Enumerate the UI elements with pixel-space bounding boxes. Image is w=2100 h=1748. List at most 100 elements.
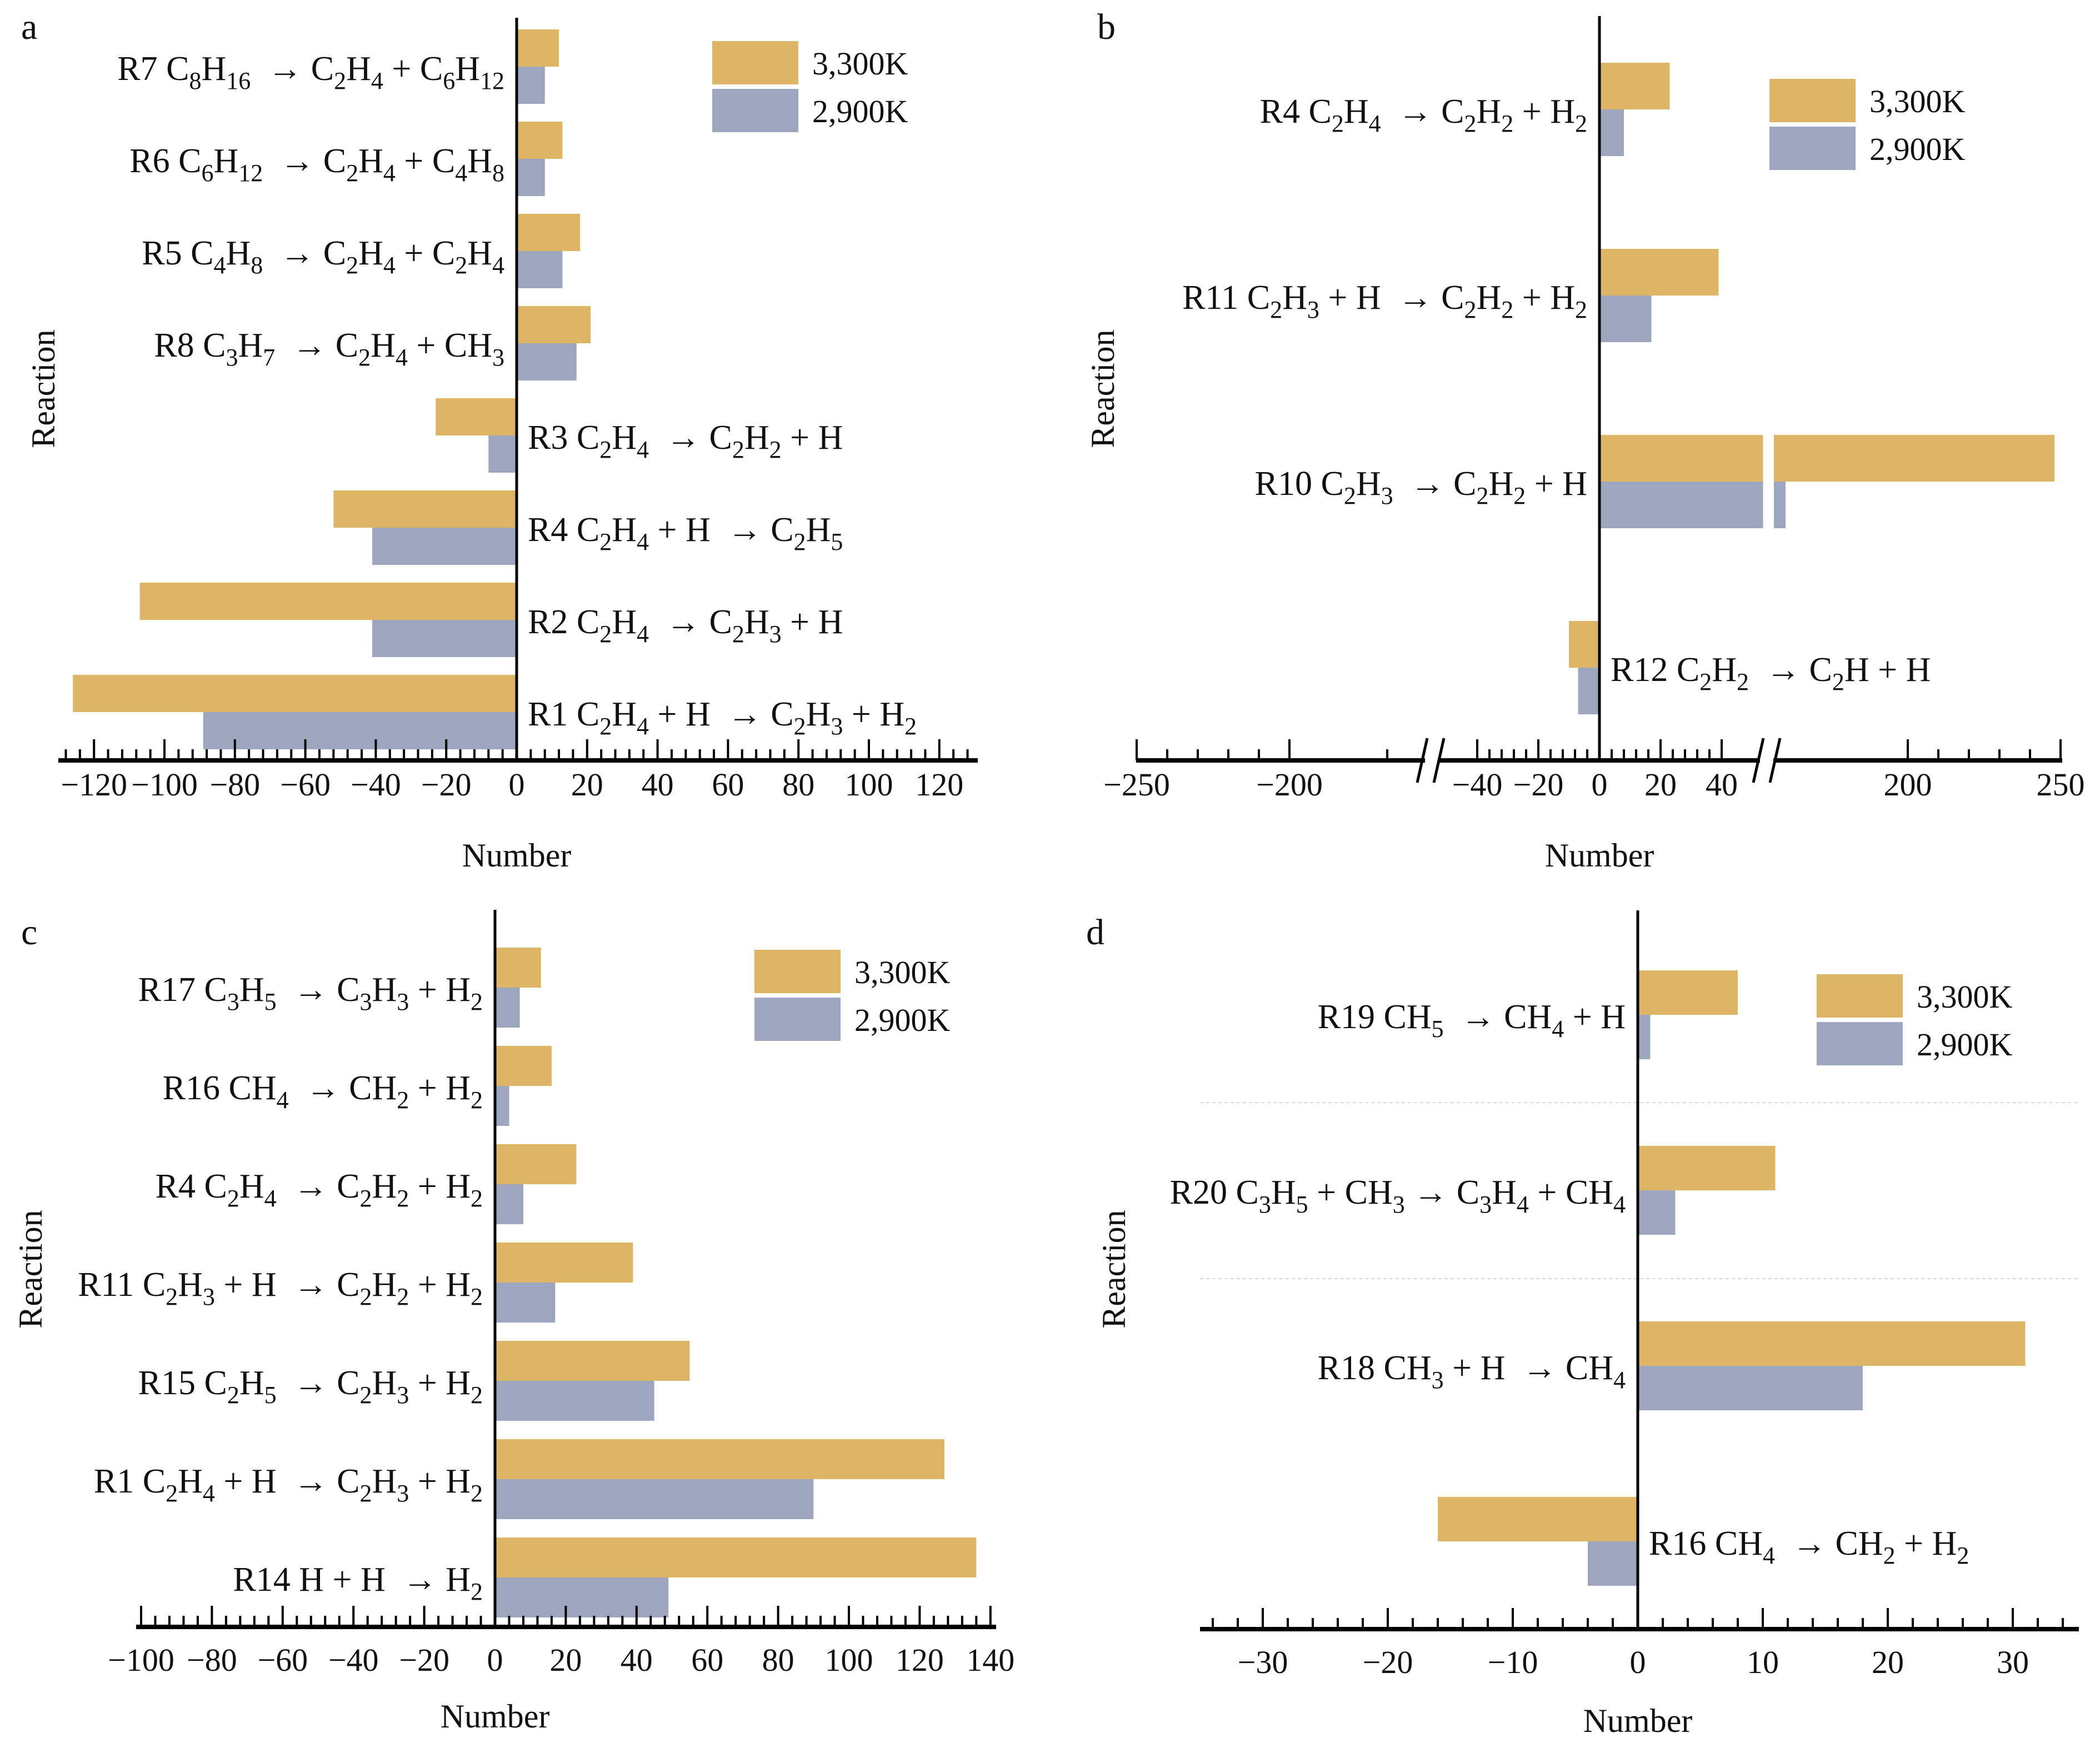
label-text: R2 C xyxy=(528,603,599,641)
label-text: + H xyxy=(1896,1525,1957,1562)
subscript: 2 xyxy=(1737,668,1749,695)
subscript: 12 xyxy=(480,67,504,94)
label-text: H xyxy=(467,234,492,272)
axis-break-mark xyxy=(1768,738,1782,783)
legend-swatch-2900K xyxy=(1769,127,1856,170)
legend-swatch-2900K xyxy=(712,89,798,132)
subscript: 2 xyxy=(1575,296,1587,323)
label-text: → C xyxy=(275,327,358,364)
panel-letter: a xyxy=(21,7,37,47)
label-text: R11 C xyxy=(78,1266,166,1304)
subscript: 2 xyxy=(1699,668,1712,695)
subscript: 4 xyxy=(1552,1015,1564,1043)
x-tick-label: 250 xyxy=(2037,767,2085,803)
subscript: 4 xyxy=(371,67,383,94)
x-tick-label: 80 xyxy=(782,767,814,803)
label-text: H xyxy=(371,327,396,364)
label-text: H xyxy=(612,419,637,457)
subscript: 6 xyxy=(443,67,455,94)
subscript: 4 xyxy=(1517,1191,1529,1218)
subscript: 2 xyxy=(1957,1542,1969,1569)
x-axis-title: Number xyxy=(441,1698,550,1735)
bar-2900K-R5 xyxy=(517,251,563,288)
subscript: 16 xyxy=(226,67,251,94)
subscript: 4 xyxy=(203,1480,215,1507)
label-text: R4 C xyxy=(528,511,599,549)
reaction-label-R12: R12 C2H2 → C2H + H xyxy=(1611,651,1931,695)
subscript: 2 xyxy=(397,1086,409,1114)
label-text: R16 CH xyxy=(163,1069,277,1107)
x-tick-label: −200 xyxy=(1256,767,1323,803)
subscript: 3 xyxy=(226,344,238,371)
reaction-label-R16: R16 CH4 → CH2 + H2 xyxy=(1649,1525,1969,1569)
reaction-label-R15: R15 C2H5 → C2H3 + H2 xyxy=(138,1364,483,1409)
y-axis-title: Reaction xyxy=(1096,1210,1132,1328)
subscript: 4 xyxy=(637,713,649,740)
label-text: H + H xyxy=(1844,651,1931,689)
subscript: 2 xyxy=(346,159,358,187)
x-tick-label: −20 xyxy=(399,1642,449,1678)
label-text: H xyxy=(806,511,831,549)
subscript: 2 xyxy=(359,1185,372,1212)
subscript: 3 xyxy=(227,988,239,1015)
label-text: H xyxy=(744,603,769,641)
legend-swatch-3300K xyxy=(1769,79,1856,122)
subscript: 2 xyxy=(359,1480,372,1507)
label-text: + H → C xyxy=(649,511,794,549)
x-tick-label: −40 xyxy=(328,1642,379,1678)
y-axis-title: Reaction xyxy=(1084,329,1121,448)
subscript: 2 xyxy=(1501,110,1513,137)
subscript: 3 xyxy=(397,1480,409,1507)
legend-label-3300K: 3,300K xyxy=(1917,979,2013,1015)
reaction-label-R19: R19 CH5 → CH4 + H xyxy=(1318,998,1626,1043)
label-text: + H xyxy=(1564,998,1626,1036)
label-text: + H xyxy=(843,695,904,733)
bar-2900K-R8 xyxy=(517,343,577,380)
axis-break-mark xyxy=(1432,738,1446,783)
subscript: 5 xyxy=(831,528,843,555)
subscript: 2 xyxy=(397,1185,409,1212)
panel-letter: d xyxy=(1086,912,1104,953)
label-text: + CH xyxy=(408,327,492,364)
reaction-label-R8: R8 C3H7 → C2H4 + CH3 xyxy=(154,327,504,371)
bar-2900K-R14 xyxy=(495,1577,669,1617)
subscript: 3 xyxy=(397,1381,409,1409)
subscript: 2 xyxy=(166,1480,178,1507)
x-tick-label: −80 xyxy=(187,1642,237,1678)
label-text: R4 C xyxy=(156,1168,227,1205)
label-text: + H xyxy=(1526,465,1587,503)
label-text: R10 C xyxy=(1255,465,1344,503)
label-text: → C xyxy=(263,142,346,180)
label-text: R1 C xyxy=(528,695,599,733)
reaction-label-R14: R14 H + H → H2 xyxy=(233,1561,483,1605)
x-tick-label: 60 xyxy=(691,1642,723,1678)
legend-label-3300K: 3,300K xyxy=(1869,83,1966,119)
label-text: H xyxy=(358,142,383,180)
subscript: 2 xyxy=(1832,668,1844,695)
label-text: + H xyxy=(1513,279,1575,317)
axis-break-mark xyxy=(1752,738,1765,783)
label-text: H xyxy=(238,327,263,364)
x-tick-label: 20 xyxy=(1644,767,1677,803)
legend-label-2900K: 2,900K xyxy=(854,1002,951,1038)
label-text: H xyxy=(239,1364,264,1402)
x-tick-label: 20 xyxy=(1872,1644,1904,1680)
x-tick-label: −100 xyxy=(131,767,198,803)
label-text: H xyxy=(239,1168,264,1205)
bar-3300K-R6 xyxy=(517,122,563,159)
subscript: 2 xyxy=(227,1381,239,1409)
subscript: 3 xyxy=(1432,1366,1444,1394)
bar-3300K-R1 xyxy=(495,1439,944,1479)
subscript: 2 xyxy=(227,1185,239,1212)
subscript: 2 xyxy=(359,1381,372,1409)
label-text: + CH xyxy=(1308,1174,1393,1211)
subscript: 2 xyxy=(455,252,467,279)
label-text: H xyxy=(1476,279,1501,317)
subscript: 2 xyxy=(599,713,612,740)
x-tick-label: −250 xyxy=(1103,767,1170,803)
label-text: R12 C xyxy=(1611,651,1699,689)
label-text: + H xyxy=(1513,93,1575,131)
subscript: 2 xyxy=(1476,482,1488,509)
